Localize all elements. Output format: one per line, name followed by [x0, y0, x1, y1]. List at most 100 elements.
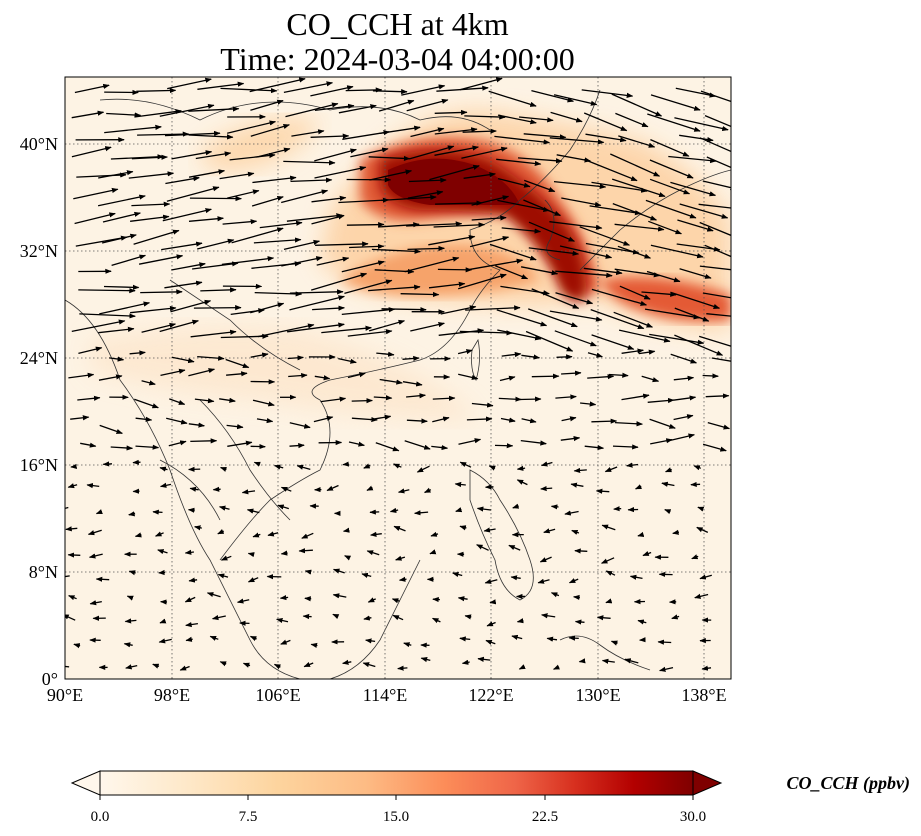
wind-arrow — [494, 135, 551, 145]
wind-arrow — [395, 555, 406, 561]
wind-arrow — [458, 438, 482, 445]
wind-arrow — [366, 485, 374, 491]
wind-arrow — [131, 201, 171, 207]
wind-arrow — [65, 573, 70, 580]
wind-arrow — [459, 525, 467, 531]
wind-arrow — [516, 479, 528, 486]
wind-arrow — [499, 375, 516, 382]
wind-arrow — [397, 488, 410, 494]
wind-arrow — [574, 619, 585, 625]
wind-arrow — [516, 618, 524, 624]
map-subtitle-time: Time: 2024-03-04 04:00:00 — [220, 41, 575, 77]
wind-arrow — [347, 329, 393, 337]
map-title: CO_CCH at 4km — [286, 6, 509, 42]
wind-arrow — [614, 421, 643, 427]
wind-arrow — [671, 614, 680, 620]
wind-arrow — [314, 148, 357, 162]
wind-arrow — [229, 152, 276, 161]
wind-arrow — [152, 663, 160, 669]
wind-arrow — [375, 442, 400, 452]
wind-arrow — [101, 233, 137, 244]
wind-arrow — [346, 222, 385, 228]
wind-arrow — [595, 488, 610, 494]
wind-arrow — [197, 81, 245, 90]
wind-arrow — [459, 636, 471, 642]
wind-arrow — [298, 548, 313, 554]
wind-arrow — [612, 202, 658, 221]
wind-arrow — [649, 159, 694, 179]
wind-arrow — [188, 422, 205, 428]
wind-arrow — [457, 596, 468, 602]
wind-arrow — [102, 211, 141, 223]
wind-arrow — [707, 421, 731, 430]
wind-arrow — [70, 415, 90, 421]
wind-arrow — [555, 270, 613, 278]
wind-arrow — [699, 574, 712, 580]
wind-arrow — [135, 416, 153, 422]
wind-arrow — [673, 375, 695, 381]
wind-arrow — [458, 273, 507, 290]
wind-arrow — [488, 90, 537, 107]
wind-arrow — [510, 575, 521, 581]
wind-arrow — [700, 90, 731, 103]
wind-arrow — [392, 614, 404, 621]
wind-arrow — [641, 375, 660, 383]
wind-arrow — [459, 461, 472, 468]
wind-arrow — [531, 89, 575, 103]
wind-arrow — [670, 353, 698, 364]
wind-arrow — [591, 288, 648, 306]
wind-arrow — [430, 531, 439, 537]
wind-arrow — [519, 396, 542, 402]
wind-arrow — [246, 508, 260, 514]
wind-arrow — [561, 370, 582, 376]
wind-arrow — [409, 145, 455, 160]
wind-arrow — [477, 656, 491, 662]
wind-arrow — [87, 529, 102, 536]
wind-arrow — [404, 440, 431, 450]
wind-arrow — [281, 189, 329, 204]
wind-arrow — [401, 84, 446, 96]
wind-arrow — [497, 177, 531, 188]
wind-arrow — [560, 435, 581, 442]
wind-arrow — [403, 642, 412, 648]
wind-arrow — [674, 334, 724, 356]
wind-arrow — [273, 464, 284, 470]
wind-arrow — [464, 614, 472, 620]
wind-arrow — [212, 486, 221, 492]
wind-arrow — [672, 529, 680, 535]
wind-arrow — [416, 465, 430, 473]
wind-arrow — [290, 177, 333, 183]
wind-arrow — [65, 665, 70, 668]
wind-arrow — [188, 134, 234, 140]
wind-arrow — [711, 357, 731, 362]
wind-arrow — [702, 292, 731, 299]
wind-arrow — [253, 237, 302, 244]
wind-arrow — [617, 245, 652, 259]
wind-arrow — [249, 635, 257, 642]
wind-arrow — [209, 635, 219, 641]
colorbar-tick-label: 22.5 — [532, 809, 558, 825]
wind-arrow — [134, 108, 182, 118]
wind-arrow — [649, 333, 705, 345]
wind-arrow — [706, 313, 731, 317]
wind-arrow — [252, 175, 297, 184]
wind-arrow — [279, 595, 289, 601]
wind-arrow — [304, 569, 312, 575]
wind-arrow — [642, 551, 652, 557]
wind-arrow — [406, 221, 463, 227]
wind-arrow — [650, 438, 673, 445]
wind-arrow — [457, 349, 473, 355]
wind-arrow — [696, 526, 709, 533]
wind-arrow — [410, 322, 445, 332]
wind-arrow — [280, 639, 291, 645]
wind-arrow — [462, 128, 497, 134]
wind-arrow — [550, 504, 559, 510]
wind-arrow — [342, 659, 352, 665]
wind-arrow — [289, 422, 311, 429]
wind-arrow — [429, 549, 437, 555]
wind-arrow — [316, 256, 350, 266]
wind-arrow — [521, 418, 537, 424]
wind-arrow — [528, 247, 580, 256]
wind-arrow — [578, 658, 586, 664]
wind-arrow — [590, 308, 645, 330]
